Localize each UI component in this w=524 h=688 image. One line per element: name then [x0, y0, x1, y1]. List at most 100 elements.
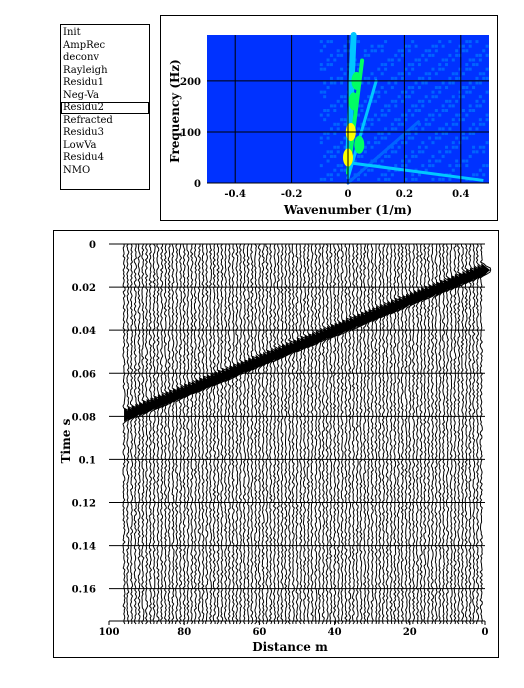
fk-speckle	[357, 67, 361, 71]
fk-speckle	[468, 131, 472, 135]
process-item-rayleigh[interactable]: Rayleigh	[63, 64, 108, 76]
fk-speckle	[445, 131, 449, 135]
process-item-refracted[interactable]: Refracted	[63, 114, 113, 126]
fk-speckle	[434, 44, 438, 48]
seismic-trace	[197, 243, 209, 625]
fk-speckle	[340, 76, 344, 80]
fk-speckle	[438, 40, 442, 44]
fk-speckle	[336, 173, 340, 177]
process-item-residu2[interactable]: Residu2	[61, 102, 149, 114]
fk-speckle	[465, 136, 469, 140]
seismic-trace	[174, 243, 187, 625]
fk-speckle	[323, 177, 327, 181]
seismic-trace	[314, 243, 326, 624]
fk-speckle	[475, 81, 479, 85]
seismic-trace	[133, 243, 146, 625]
fk-speckle	[417, 58, 421, 62]
fk-speckle	[323, 118, 327, 122]
process-item-residu3[interactable]: Residu3	[63, 127, 104, 138]
fk-x-tick-label: -0.4	[224, 189, 246, 200]
process-list[interactable]: Init AmpRec deconv Rayleigh Residu1 Neg-Va Res…	[60, 24, 150, 190]
fk-speckle	[445, 122, 449, 126]
seismic-trace	[220, 243, 232, 625]
fk-speckle	[478, 58, 482, 62]
fk-speckle	[414, 177, 418, 181]
fk-speckle	[438, 113, 442, 117]
fk-energy-peak	[354, 135, 365, 154]
fk-speckle	[414, 131, 418, 135]
fk-speckle	[336, 76, 340, 80]
fk-speckle	[414, 58, 418, 62]
fk-speckle	[448, 81, 452, 85]
fk-speckle	[485, 76, 489, 80]
seismic-trace	[366, 243, 380, 625]
seismic-trace	[137, 243, 149, 625]
fk-speckle	[438, 86, 442, 90]
fk-speckle	[414, 81, 418, 85]
seismic-trace	[468, 243, 480, 625]
fk-speckle	[475, 63, 479, 67]
fk-speckle	[424, 145, 428, 149]
fk-speckle	[360, 122, 364, 126]
process-item-amprec[interactable]: AmpRec	[63, 39, 106, 51]
fk-y-tick-label: 100	[180, 128, 201, 139]
fk-speckle	[468, 58, 472, 62]
fk-speckle	[407, 63, 411, 67]
seis-y-tick-label: 0.14	[72, 542, 96, 553]
fk-speckle	[380, 72, 384, 76]
process-item-residu4[interactable]: Residu4	[63, 152, 104, 163]
fk-speckle	[411, 177, 415, 181]
fk-speckle	[431, 164, 435, 168]
fk-speckle	[357, 154, 361, 158]
fk-speckle	[380, 44, 384, 48]
fk-speckle	[428, 99, 432, 103]
process-item-lowva[interactable]: LowVa	[63, 139, 97, 151]
fk-speckle	[319, 177, 323, 181]
fk-speckle	[377, 141, 381, 145]
fk-speckle	[434, 86, 438, 90]
fk-speckle	[380, 131, 384, 135]
fk-speckle	[417, 122, 421, 126]
fk-speckle	[428, 113, 432, 117]
fk-speckle	[441, 154, 445, 158]
fk-speckle	[394, 99, 398, 103]
fk-speckle	[373, 141, 377, 145]
process-item-init[interactable]: Init	[63, 27, 81, 38]
fk-x-tick-label: 0.2	[396, 189, 413, 200]
fk-speckle	[340, 81, 344, 85]
process-item-nmo[interactable]: NMO	[63, 164, 91, 176]
seismic-trace	[475, 243, 488, 625]
fk-speckle	[485, 118, 489, 122]
fk-speckle	[441, 44, 445, 48]
fk-speckle	[455, 49, 459, 53]
seismic-trace	[317, 243, 329, 625]
fk-speckle	[421, 104, 425, 108]
seismic-trace	[265, 243, 278, 625]
seis-y-tick-label: 0.1	[79, 455, 96, 466]
fk-speckle	[451, 168, 455, 172]
seismic-trace	[253, 243, 266, 625]
fk-speckle	[390, 122, 394, 126]
process-item-deconv[interactable]: deconv	[63, 52, 100, 63]
fk-speckle	[377, 90, 381, 94]
fk-speckle	[417, 63, 421, 67]
fk-speckle	[434, 95, 438, 99]
seismic-trace	[212, 243, 226, 624]
fk-speckle	[428, 76, 432, 80]
fk-speckle	[441, 177, 445, 181]
fk-speckle	[343, 122, 347, 126]
fk-speckle	[431, 95, 435, 99]
fk-speckle	[336, 53, 340, 57]
seismic-trace	[205, 243, 218, 625]
fk-speckle	[431, 67, 435, 71]
fk-speckle	[373, 99, 377, 103]
process-item-residu1[interactable]: Residu1	[63, 77, 104, 88]
seismic-trace	[359, 244, 371, 625]
fk-speckle	[451, 145, 455, 149]
fk-speckle	[319, 67, 323, 71]
process-item-neg-va[interactable]: Neg-Va	[63, 89, 99, 101]
seismic-trace	[426, 243, 439, 625]
seismic-trace	[208, 243, 221, 625]
fk-speckle	[326, 40, 330, 44]
